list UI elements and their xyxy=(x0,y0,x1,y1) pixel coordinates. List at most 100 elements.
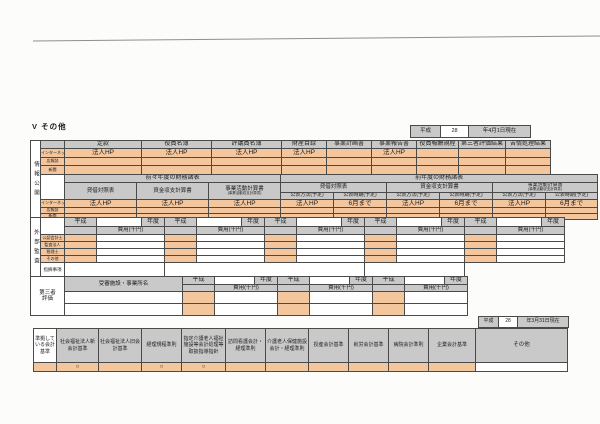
cell xyxy=(164,262,365,278)
element: 評価 xyxy=(41,295,53,302)
header-jigyo-keikaku: 事業計画書 xyxy=(326,140,372,149)
cell xyxy=(196,255,265,263)
finance-year-header-row: 前々年度の財務諸表 前年度の財務諸表 xyxy=(40,174,599,200)
cell xyxy=(505,148,551,158)
eval-data-row xyxy=(31,290,468,304)
cell xyxy=(264,241,297,249)
cell: 法人HP xyxy=(141,148,212,158)
cell xyxy=(196,248,265,256)
cell xyxy=(182,302,215,316)
cell xyxy=(404,276,445,285)
cell xyxy=(396,241,465,249)
accounting-header-row: 準拠している会計基準 社会福祉法人新会計基準 社会福祉法人旧会計基準 経理規程準… xyxy=(33,328,568,363)
cell xyxy=(464,226,497,235)
check-cell xyxy=(388,362,429,372)
date-asof-april-box: 平成 28 年4月1日現在 xyxy=(410,125,531,138)
date-suffix: 年4月1日現在 xyxy=(468,125,531,138)
cell xyxy=(364,255,397,263)
header-hoshu-kitei: 役員報酬規程 xyxy=(416,140,459,149)
koho-row: 広報誌 xyxy=(40,157,551,166)
cell: 費用(千円) xyxy=(96,226,165,235)
audit-findings-row: 指摘事項 xyxy=(40,262,565,278)
header-jigyo-hokoku: 事業報告書 xyxy=(371,140,417,149)
header-kigyo: 企業会計基準 xyxy=(428,328,476,363)
element: 事業活動計算書 xyxy=(225,185,264,192)
element: 事業活動計算書 xyxy=(527,182,563,188)
newspaper-row: 新聞 xyxy=(40,165,551,175)
eval-cost-header-row: 費用(千円) 費用(千円) 費用(千円) xyxy=(31,283,468,292)
cell: 法人HP xyxy=(64,148,142,158)
cell: 公表方法(予定) xyxy=(280,191,335,200)
cell xyxy=(64,302,183,316)
header-shuro: 就労会計基準 xyxy=(348,328,389,363)
cell xyxy=(464,234,497,242)
cell xyxy=(364,248,397,256)
cell: 法人HP xyxy=(371,148,417,158)
cell: 公表方法(予定) xyxy=(386,191,441,200)
cell: 年度 xyxy=(441,217,465,227)
cell xyxy=(164,226,197,235)
cell: 年度 xyxy=(349,276,373,285)
header-zaisan-mokuroku: 財産目録 xyxy=(281,140,327,149)
cell xyxy=(277,302,310,316)
finance-koho-row: 広報誌 xyxy=(40,206,599,214)
header-shikin-prev1: 資金収支計算書 xyxy=(386,181,494,193)
year-value: 28 xyxy=(440,125,469,138)
cell xyxy=(545,212,599,220)
cell xyxy=(309,276,350,285)
header-shitei-kaigo: 指定介護老人福祉施設等会計処理等取扱指導指針 xyxy=(181,328,226,363)
cell: 年度 xyxy=(541,217,565,227)
cell: 費用(千円) xyxy=(396,226,465,235)
check-cell xyxy=(308,362,349,372)
cell xyxy=(296,241,365,249)
audit-label-tax: 税理士 xyxy=(40,248,65,256)
cell: 公表方法(予定) xyxy=(492,191,547,200)
cell: 平成 xyxy=(364,217,397,227)
cell xyxy=(281,157,327,166)
cell xyxy=(182,283,215,292)
cell xyxy=(264,248,297,256)
cell xyxy=(396,255,465,263)
cell xyxy=(496,255,565,263)
cell xyxy=(372,302,405,316)
cell xyxy=(465,263,565,278)
cell: 6月まで xyxy=(439,198,494,208)
cell xyxy=(141,157,212,166)
cell xyxy=(64,226,97,235)
cell xyxy=(364,241,397,249)
eval-data-row xyxy=(31,302,468,316)
audit-label-firm: 監査法人 xyxy=(40,241,65,249)
element: 平成 28 年4月1日現在 xyxy=(410,125,531,138)
cell: 平成 xyxy=(264,217,297,227)
cell: 費用(千円) xyxy=(296,226,365,235)
check-cell xyxy=(265,362,309,372)
audit-label-other: その他 xyxy=(40,255,65,263)
date-suffix: 年3月31日現在 xyxy=(517,316,569,328)
cell: 公表時期(予定) xyxy=(333,191,388,200)
cell xyxy=(496,234,565,242)
check-cell: ○ xyxy=(141,362,182,372)
element: 定款 役員名簿 評議員名簿 財産目録 事業計画書 事業報告書 役員報酬規程 第三… xyxy=(40,140,551,175)
cell xyxy=(264,234,297,242)
cell xyxy=(33,362,57,372)
cell: 法人HP xyxy=(280,198,335,208)
header-teikan: 定款 xyxy=(64,140,142,149)
cell: 年度 xyxy=(341,217,365,227)
cell xyxy=(309,302,373,316)
cell xyxy=(396,248,465,256)
header-taishaku-prev1: 貸借対照表 xyxy=(280,181,388,193)
cell xyxy=(277,290,310,304)
header-jigyo-katsudo: 事業活動計算書 (事業活動収支計算書) xyxy=(207,181,282,200)
cell xyxy=(296,217,342,227)
cell xyxy=(326,157,372,166)
section-title: V その他 xyxy=(32,122,67,131)
audit-label-cpa: 公認会計士 xyxy=(40,234,65,242)
media-label-internet: インターネット xyxy=(40,148,65,158)
header-shin-kaikei: 社会福祉法人新会計基準 xyxy=(56,328,99,363)
element xyxy=(32,35,600,42)
cell xyxy=(214,302,278,316)
cell xyxy=(404,302,468,316)
cell: 年度 xyxy=(444,276,468,285)
cell xyxy=(196,241,265,249)
cell xyxy=(404,290,468,304)
